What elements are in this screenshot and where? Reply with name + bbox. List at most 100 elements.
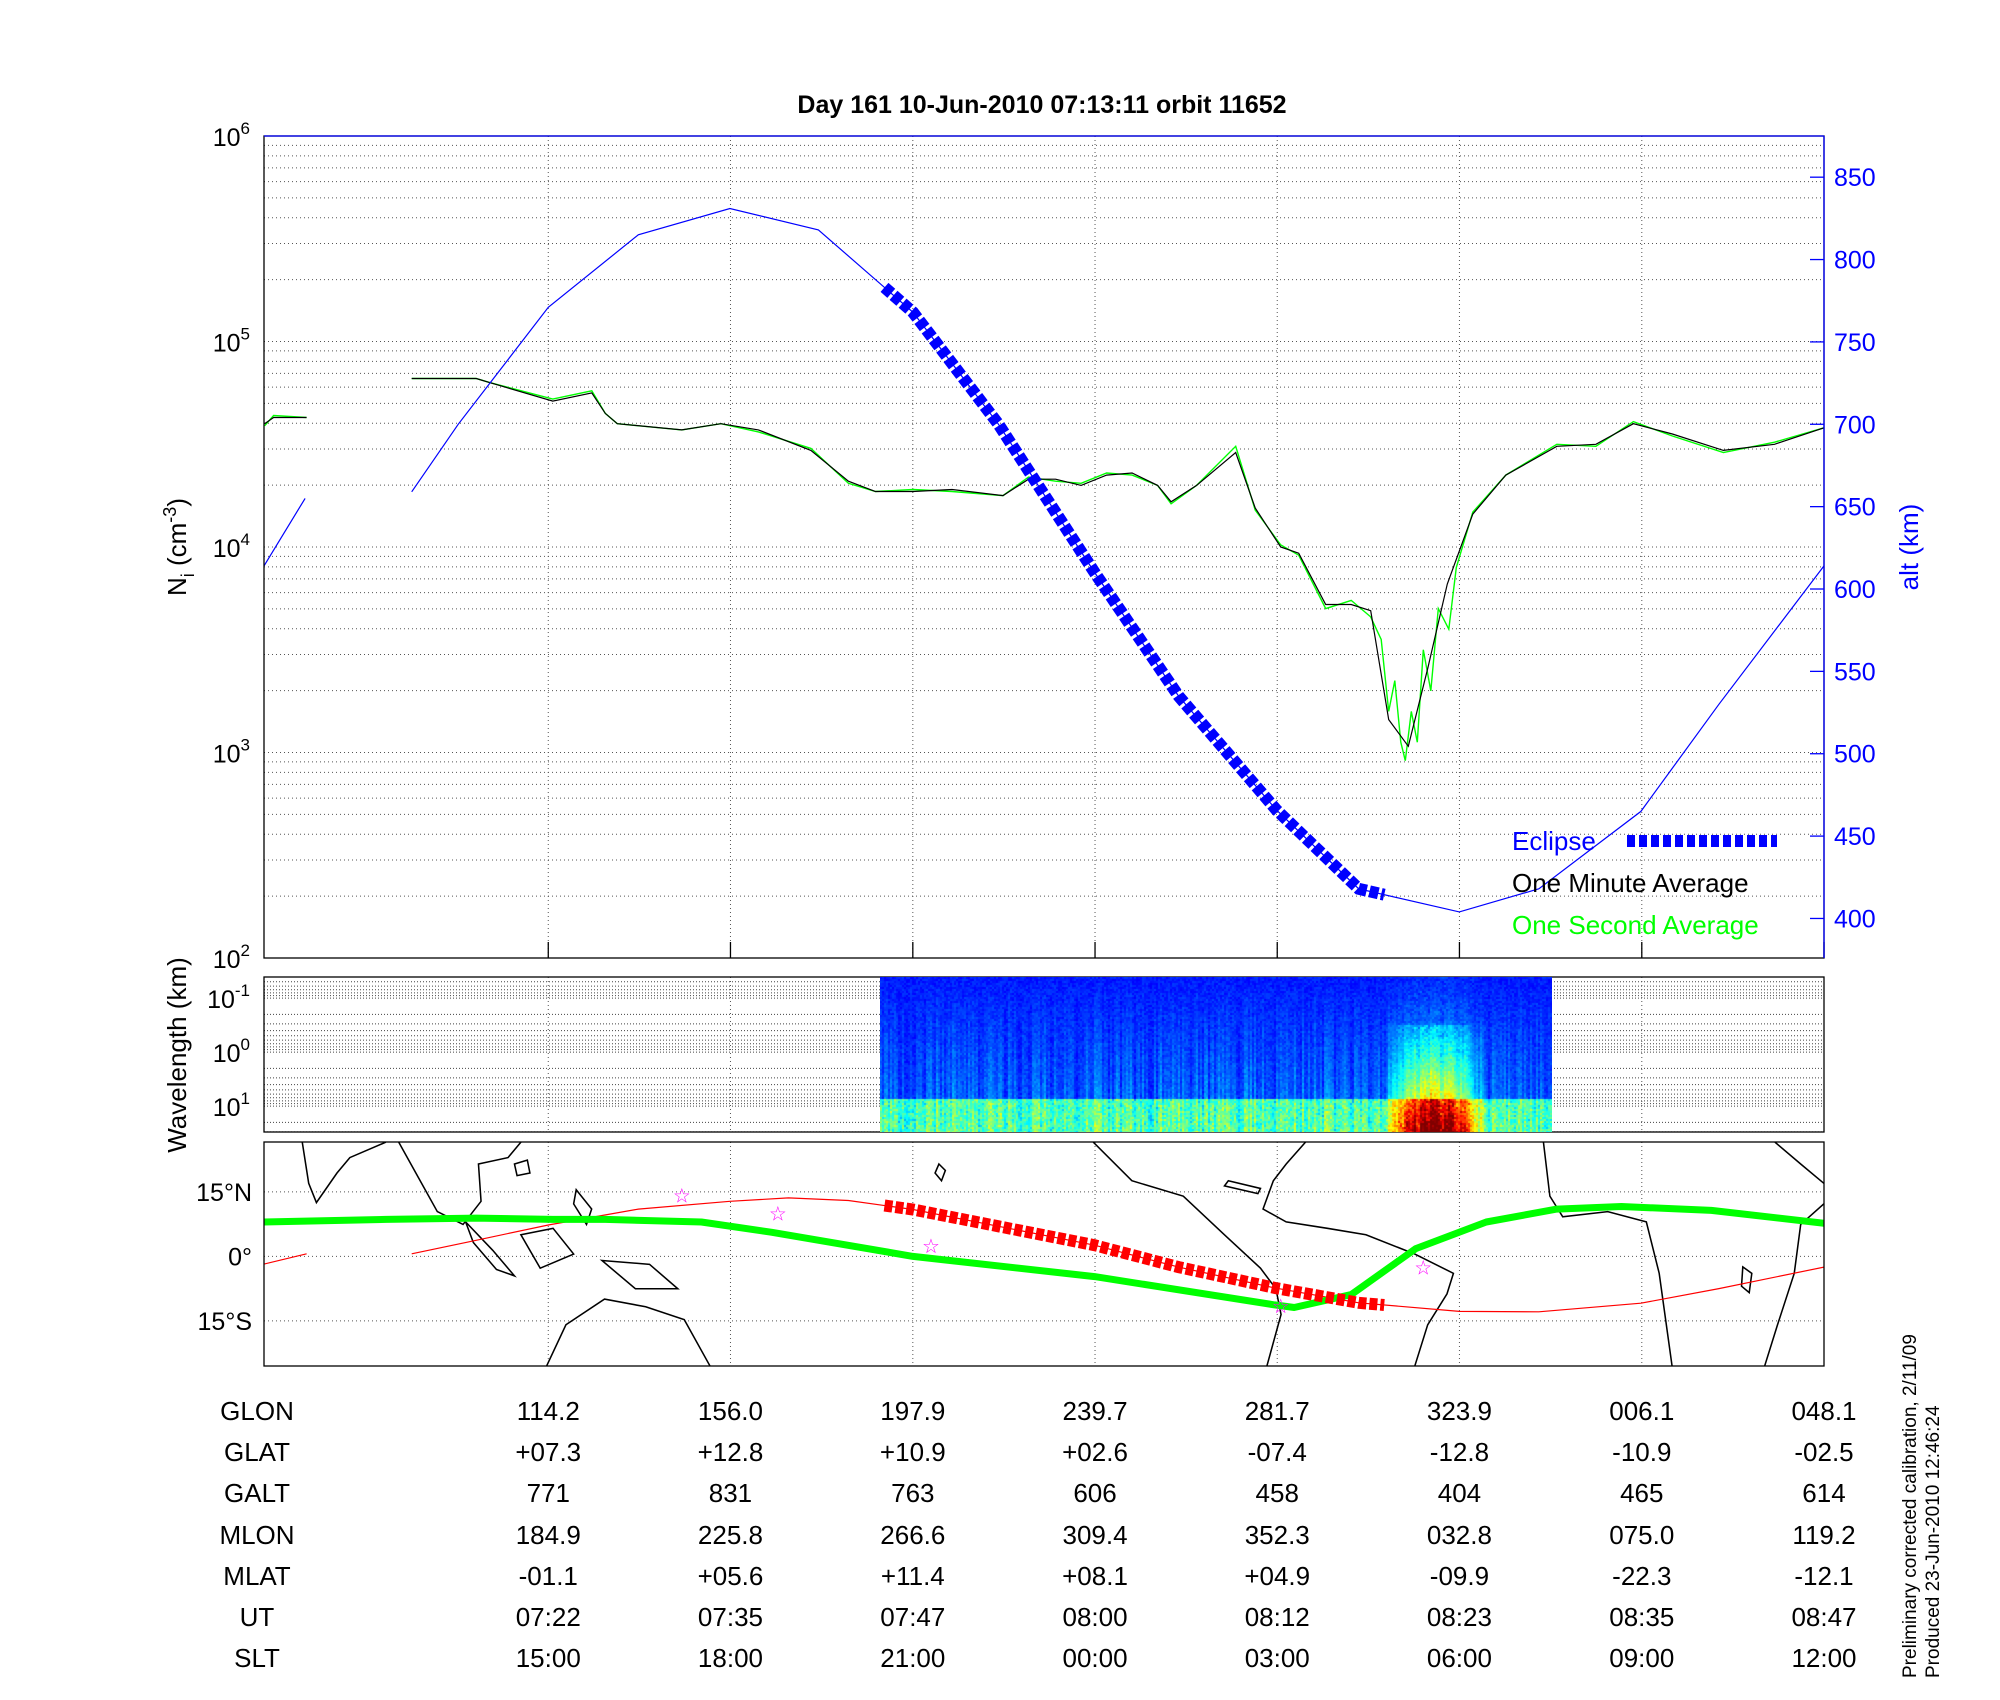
table-cell: 266.6 — [880, 1520, 945, 1550]
alt-tick-label: 550 — [1834, 658, 1876, 686]
table-cell: +08.1 — [1062, 1561, 1128, 1591]
ni-tick-label: 105 — [213, 325, 250, 358]
tick-base: 10 — [213, 330, 241, 358]
table-cell: 458 — [1256, 1478, 1299, 1508]
alt-tick-label: 500 — [1834, 741, 1876, 769]
row-label: MLAT — [223, 1561, 291, 1591]
table-cell: +07.3 — [515, 1437, 581, 1467]
row-label: MLON — [219, 1520, 294, 1550]
tick-base: 10 — [213, 124, 241, 152]
alt-tick-label: 700 — [1834, 411, 1876, 439]
row-label: UT — [240, 1602, 275, 1632]
tick-base: 10 — [213, 1040, 241, 1068]
wavelength-tick-label: 101 — [213, 1089, 250, 1122]
table-cell: 18:00 — [698, 1643, 763, 1673]
table-cell: -22.3 — [1612, 1561, 1671, 1591]
table-cell: 03:00 — [1245, 1643, 1310, 1673]
table-cell: 352.3 — [1245, 1520, 1310, 1550]
star-marker-icon: ☆ — [769, 1204, 787, 1226]
tick-exponent: 4 — [241, 530, 250, 549]
table-cell: -12.1 — [1794, 1561, 1853, 1591]
figure-title: Day 161 10-Jun-2010 07:13:11 orbit 11652 — [797, 91, 1286, 119]
one-second-average-line — [264, 414, 307, 427]
alt-tick-label: 600 — [1834, 576, 1876, 604]
table-cell: -12.8 — [1430, 1437, 1489, 1467]
table-cell: 08:23 — [1427, 1602, 1492, 1632]
ephemeris-table: GLON 114.2 156.0 197.9 239.7 281.7 323.9 006.1 0… — [219, 1396, 1856, 1673]
row-label: SLT — [234, 1643, 280, 1673]
eclipse-track-segment — [883, 1199, 1385, 1311]
altitude-line — [411, 207, 1825, 913]
table-cell: 12:00 — [1791, 1643, 1856, 1673]
table-cell: 08:12 — [1245, 1602, 1310, 1632]
table-cell: 07:35 — [698, 1602, 763, 1632]
tick-base: 10 — [213, 946, 241, 974]
wavelength-axis-label: Wavelength (km) — [162, 957, 192, 1153]
ni-tick-label: 104 — [213, 530, 250, 563]
legend-minute-label: One Minute Average — [1512, 868, 1749, 898]
tick-exponent: 5 — [241, 325, 250, 344]
table-row: SLT 15:00 18:00 21:00 00:00 03:00 06:00 09:00 12… — [234, 1643, 1856, 1673]
table-cell: 08:47 — [1791, 1602, 1856, 1632]
star-marker-icon: ☆ — [1414, 1258, 1432, 1280]
table-cell: +04.9 — [1244, 1561, 1310, 1591]
table-cell: +12.8 — [698, 1437, 764, 1467]
orbit-track-line — [411, 1197, 1824, 1313]
ni-axis-label: Ni (cm-3) — [160, 498, 198, 596]
map-grid — [264, 1142, 1825, 1366]
latitude-tick-label: 0° — [228, 1243, 252, 1271]
tick-base: 10 — [213, 1094, 241, 1122]
ni-tick-label: 106 — [213, 119, 250, 152]
table-row: MLON 184.9 225.8 266.6 309.4 352.3 032.8 075.0 1… — [219, 1520, 1855, 1550]
legend-second-label: One Second Average — [1512, 910, 1759, 940]
table-cell: -10.9 — [1612, 1437, 1671, 1467]
table-row: GLAT +07.3 +12.8 +10.9 +02.6 -07.4 -12.8 -10.9 -… — [224, 1437, 1854, 1467]
star-marker-icon: ☆ — [673, 1185, 691, 1207]
table-cell: 606 — [1073, 1478, 1116, 1508]
row-label: GALT — [224, 1478, 290, 1508]
tick-exponent: 2 — [241, 941, 250, 960]
table-cell: +02.6 — [1062, 1437, 1128, 1467]
table-cell: 06:00 — [1427, 1643, 1492, 1673]
ni-symbol: N — [162, 577, 192, 596]
ni-tick-label: 103 — [213, 736, 250, 769]
one-minute-average-line — [264, 416, 307, 425]
table-cell: 07:47 — [880, 1602, 945, 1632]
alt-axis-label: alt (km) — [1894, 504, 1924, 591]
table-cell: 184.9 — [516, 1520, 581, 1550]
table-cell: 156.0 — [698, 1396, 763, 1426]
latitude-axis-ticks: 15°N 0° 15°S — [196, 1179, 252, 1336]
table-cell: 07:22 — [516, 1602, 581, 1632]
orbit-track-line — [264, 1253, 307, 1265]
table-cell: 21:00 — [880, 1643, 945, 1673]
map-series: ☆ ☆ ☆ ☆ ☆ — [264, 1185, 1824, 1318]
tick-exponent: 6 — [241, 119, 250, 138]
coastlines — [301, 1142, 1824, 1366]
alt-axis-ticks: 850 800 750 700 650 600 550 500 450 400 — [1810, 164, 1876, 933]
table-cell: 771 — [527, 1478, 570, 1508]
table-cell: 323.9 — [1427, 1396, 1492, 1426]
table-cell: 119.2 — [1792, 1520, 1855, 1550]
tick-base: 10 — [213, 741, 241, 769]
star-marker-icon: ☆ — [1272, 1296, 1290, 1318]
table-cell: +11.4 — [881, 1561, 945, 1591]
tick-exponent: 1 — [241, 1089, 250, 1108]
altitude-line — [263, 498, 306, 567]
spectrogram-image — [879, 977, 1552, 1132]
table-cell: 08:35 — [1609, 1602, 1674, 1632]
ground-track-map: ☆ ☆ ☆ ☆ ☆ 15°N 0° 15°S — [196, 1141, 1825, 1367]
alt-tick-label: 750 — [1834, 329, 1876, 357]
star-marker-icon: ☆ — [922, 1236, 940, 1258]
ni-subscript: i — [178, 573, 198, 577]
table-cell: 239.7 — [1062, 1396, 1127, 1426]
table-cell: 00:00 — [1062, 1643, 1127, 1673]
legend-eclipse-label: Eclipse — [1512, 826, 1596, 856]
tick-base: 10 — [213, 535, 241, 563]
table-cell: 114.2 — [517, 1396, 580, 1426]
map-frame — [263, 1141, 1825, 1367]
one-minute-average-line — [411, 377, 1825, 748]
ni-tick-label: 102 — [213, 941, 250, 974]
